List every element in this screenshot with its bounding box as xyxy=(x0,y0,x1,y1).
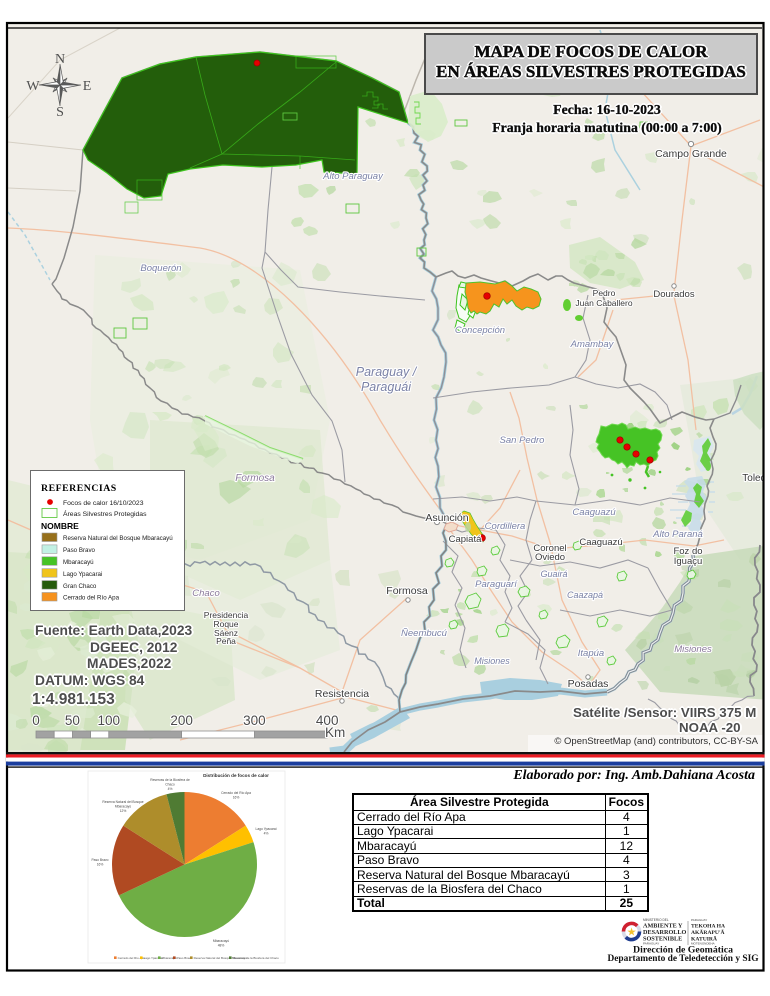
svg-text:Distribución de focos de calor: Distribución de focos de calor xyxy=(203,773,269,778)
svg-text:AMBIENTE Y: AMBIENTE Y xyxy=(643,923,683,930)
svg-text:100: 100 xyxy=(98,713,121,728)
svg-text:4%: 4% xyxy=(264,832,269,836)
svg-text:Resistencia: Resistencia xyxy=(315,688,369,700)
svg-text:Foz do: Foz do xyxy=(673,546,702,557)
svg-text:PARAGUAY: PARAGUAY xyxy=(691,918,707,922)
svg-text:Peña: Peña xyxy=(216,636,236,646)
svg-text:REFERENCIAS: REFERENCIAS xyxy=(41,483,117,494)
svg-text:Lago Ypacarai: Lago Ypacarai xyxy=(256,827,277,831)
svg-text:Gran Chaco: Gran Chaco xyxy=(63,583,97,590)
svg-text:Alto Paraná: Alto Paraná xyxy=(652,529,703,540)
svg-text:400: 400 xyxy=(316,713,339,728)
svg-text:Misiones: Misiones xyxy=(674,644,712,655)
svg-text:48%: 48% xyxy=(218,944,225,948)
svg-text:Guairá: Guairá xyxy=(540,569,567,579)
svg-text:Pedro: Pedro xyxy=(593,288,616,298)
svg-text:0: 0 xyxy=(32,713,40,728)
svg-text:S: S xyxy=(56,105,64,120)
svg-text:Chaco: Chaco xyxy=(165,783,175,787)
svg-text:Misiones: Misiones xyxy=(474,656,510,666)
svg-text:Oviedo: Oviedo xyxy=(535,552,565,563)
svg-text:Cordillera: Cordillera xyxy=(485,521,526,532)
svg-text:Posadas: Posadas xyxy=(568,678,609,690)
svg-text:TEKOHA HA: TEKOHA HA xyxy=(691,924,725,930)
svg-text:AKÃRAPU'Ã: AKÃRAPU'Ã xyxy=(691,928,725,936)
svg-text:16%: 16% xyxy=(97,863,104,867)
svg-text:Caaguazú: Caaguazú xyxy=(572,507,616,518)
svg-text:Caazapá: Caazapá xyxy=(567,590,603,600)
svg-text:Cerrado del Río Apa: Cerrado del Río Apa xyxy=(118,956,146,960)
svg-text:4%: 4% xyxy=(168,787,173,791)
svg-text:Chaco: Chaco xyxy=(192,588,219,599)
svg-text:Reservas de la Biosfera del Ch: Reservas de la Biosfera del Chaco xyxy=(233,956,280,960)
svg-text:Concepción: Concepción xyxy=(455,325,505,336)
svg-text:KATUIRÃ: KATUIRÃ xyxy=(691,935,717,943)
svg-text:N: N xyxy=(55,52,65,67)
svg-text:Mbaracayú: Mbaracayú xyxy=(63,559,94,566)
svg-text:Asunción: Asunción xyxy=(425,512,468,524)
svg-text:Capiatá: Capiatá xyxy=(449,534,482,545)
svg-text:Ñeembucú: Ñeembucú xyxy=(401,628,448,639)
svg-text:300: 300 xyxy=(243,713,266,728)
svg-text:Km: Km xyxy=(325,725,345,740)
svg-text:Mbaracayú: Mbaracayú xyxy=(115,805,131,809)
svg-text:Juan Caballero: Juan Caballero xyxy=(575,298,632,308)
svg-text:Sáenz: Sáenz xyxy=(214,628,238,638)
svg-text:Dourados: Dourados xyxy=(653,289,694,300)
svg-text:Áreas Silvestres Protegidas: Áreas Silvestres Protegidas xyxy=(63,509,147,518)
svg-text:Paraguái: Paraguái xyxy=(361,380,412,394)
svg-text:W: W xyxy=(26,79,40,94)
svg-text:Itapúa: Itapúa xyxy=(578,648,604,659)
svg-text:12%: 12% xyxy=(120,809,127,813)
svg-text:Toledo: Toledo xyxy=(742,473,770,484)
svg-text:Reserva Natural del Bosque Mba: Reserva Natural del Bosque Mbaracayú xyxy=(63,535,173,542)
svg-text:Caaguazú: Caaguazú xyxy=(579,537,622,548)
svg-text:San Pedro: San Pedro xyxy=(500,435,545,446)
svg-text:Paso Bravo: Paso Bravo xyxy=(91,858,108,862)
svg-text:Reserva Natural del Bosque: Reserva Natural del Bosque xyxy=(102,800,143,804)
svg-text:MINISTERIO DEL: MINISTERIO DEL xyxy=(643,918,669,922)
svg-text:Cerrado del Río Apa: Cerrado del Río Apa xyxy=(221,791,251,795)
svg-text:Paraguay /: Paraguay / xyxy=(356,365,418,379)
svg-text:Paso Bravo: Paso Bravo xyxy=(63,547,96,554)
svg-text:MOTENONDEHA: MOTENONDEHA xyxy=(691,942,715,946)
svg-text:50: 50 xyxy=(65,713,80,728)
svg-text:Paraguarí: Paraguarí xyxy=(475,579,518,590)
svg-text:Roque: Roque xyxy=(213,619,238,629)
svg-text:PARAGUAY: PARAGUAY xyxy=(643,942,659,946)
svg-text:Formosa: Formosa xyxy=(386,585,428,597)
svg-text:Coronel: Coronel xyxy=(533,543,566,554)
svg-text:Focos de calor 16/10/2023: Focos de calor 16/10/2023 xyxy=(63,500,144,507)
svg-text:Lago Ypacarai: Lago Ypacarai xyxy=(144,956,163,960)
svg-text:Boquerón: Boquerón xyxy=(140,263,181,274)
svg-text:Reserva Natural del Bosque Mba: Reserva Natural del Bosque Mbaracayú xyxy=(194,956,248,960)
svg-text:★: ★ xyxy=(627,927,637,939)
svg-text:Lago Ypacarai: Lago Ypacarai xyxy=(63,571,102,578)
svg-text:E: E xyxy=(83,79,92,94)
svg-text:Cerrado del Río Apa: Cerrado del Río Apa xyxy=(63,595,120,602)
svg-text:Formosa: Formosa xyxy=(235,473,275,484)
svg-text:Mbaracayú: Mbaracayú xyxy=(213,939,229,943)
svg-text:Iguaçu: Iguaçu xyxy=(674,556,703,567)
svg-text:Amambay: Amambay xyxy=(570,339,615,350)
svg-text:200: 200 xyxy=(170,713,193,728)
svg-text:16%: 16% xyxy=(233,796,240,800)
svg-text:Presidencia: Presidencia xyxy=(204,610,249,620)
svg-text:SOSTENIBLE: SOSTENIBLE xyxy=(643,936,682,943)
svg-text:Alto Paraguay: Alto Paraguay xyxy=(322,171,384,182)
svg-text:NOMBRE: NOMBRE xyxy=(41,521,79,531)
svg-text:Reservas de la Biosfera de: Reservas de la Biosfera de xyxy=(150,778,190,782)
svg-text:Departamento de Teledetección: Departamento de Teledetección y SIG xyxy=(607,954,759,964)
svg-text:Paso Bravo: Paso Bravo xyxy=(177,956,193,960)
svg-text:Mbaracayú: Mbaracayú xyxy=(162,956,177,960)
svg-text:Campo Grande: Campo Grande xyxy=(655,148,727,160)
svg-text:DESARROLLO: DESARROLLO xyxy=(643,929,687,936)
svg-text:Dirección de Geomática: Dirección de Geomática xyxy=(633,945,733,956)
